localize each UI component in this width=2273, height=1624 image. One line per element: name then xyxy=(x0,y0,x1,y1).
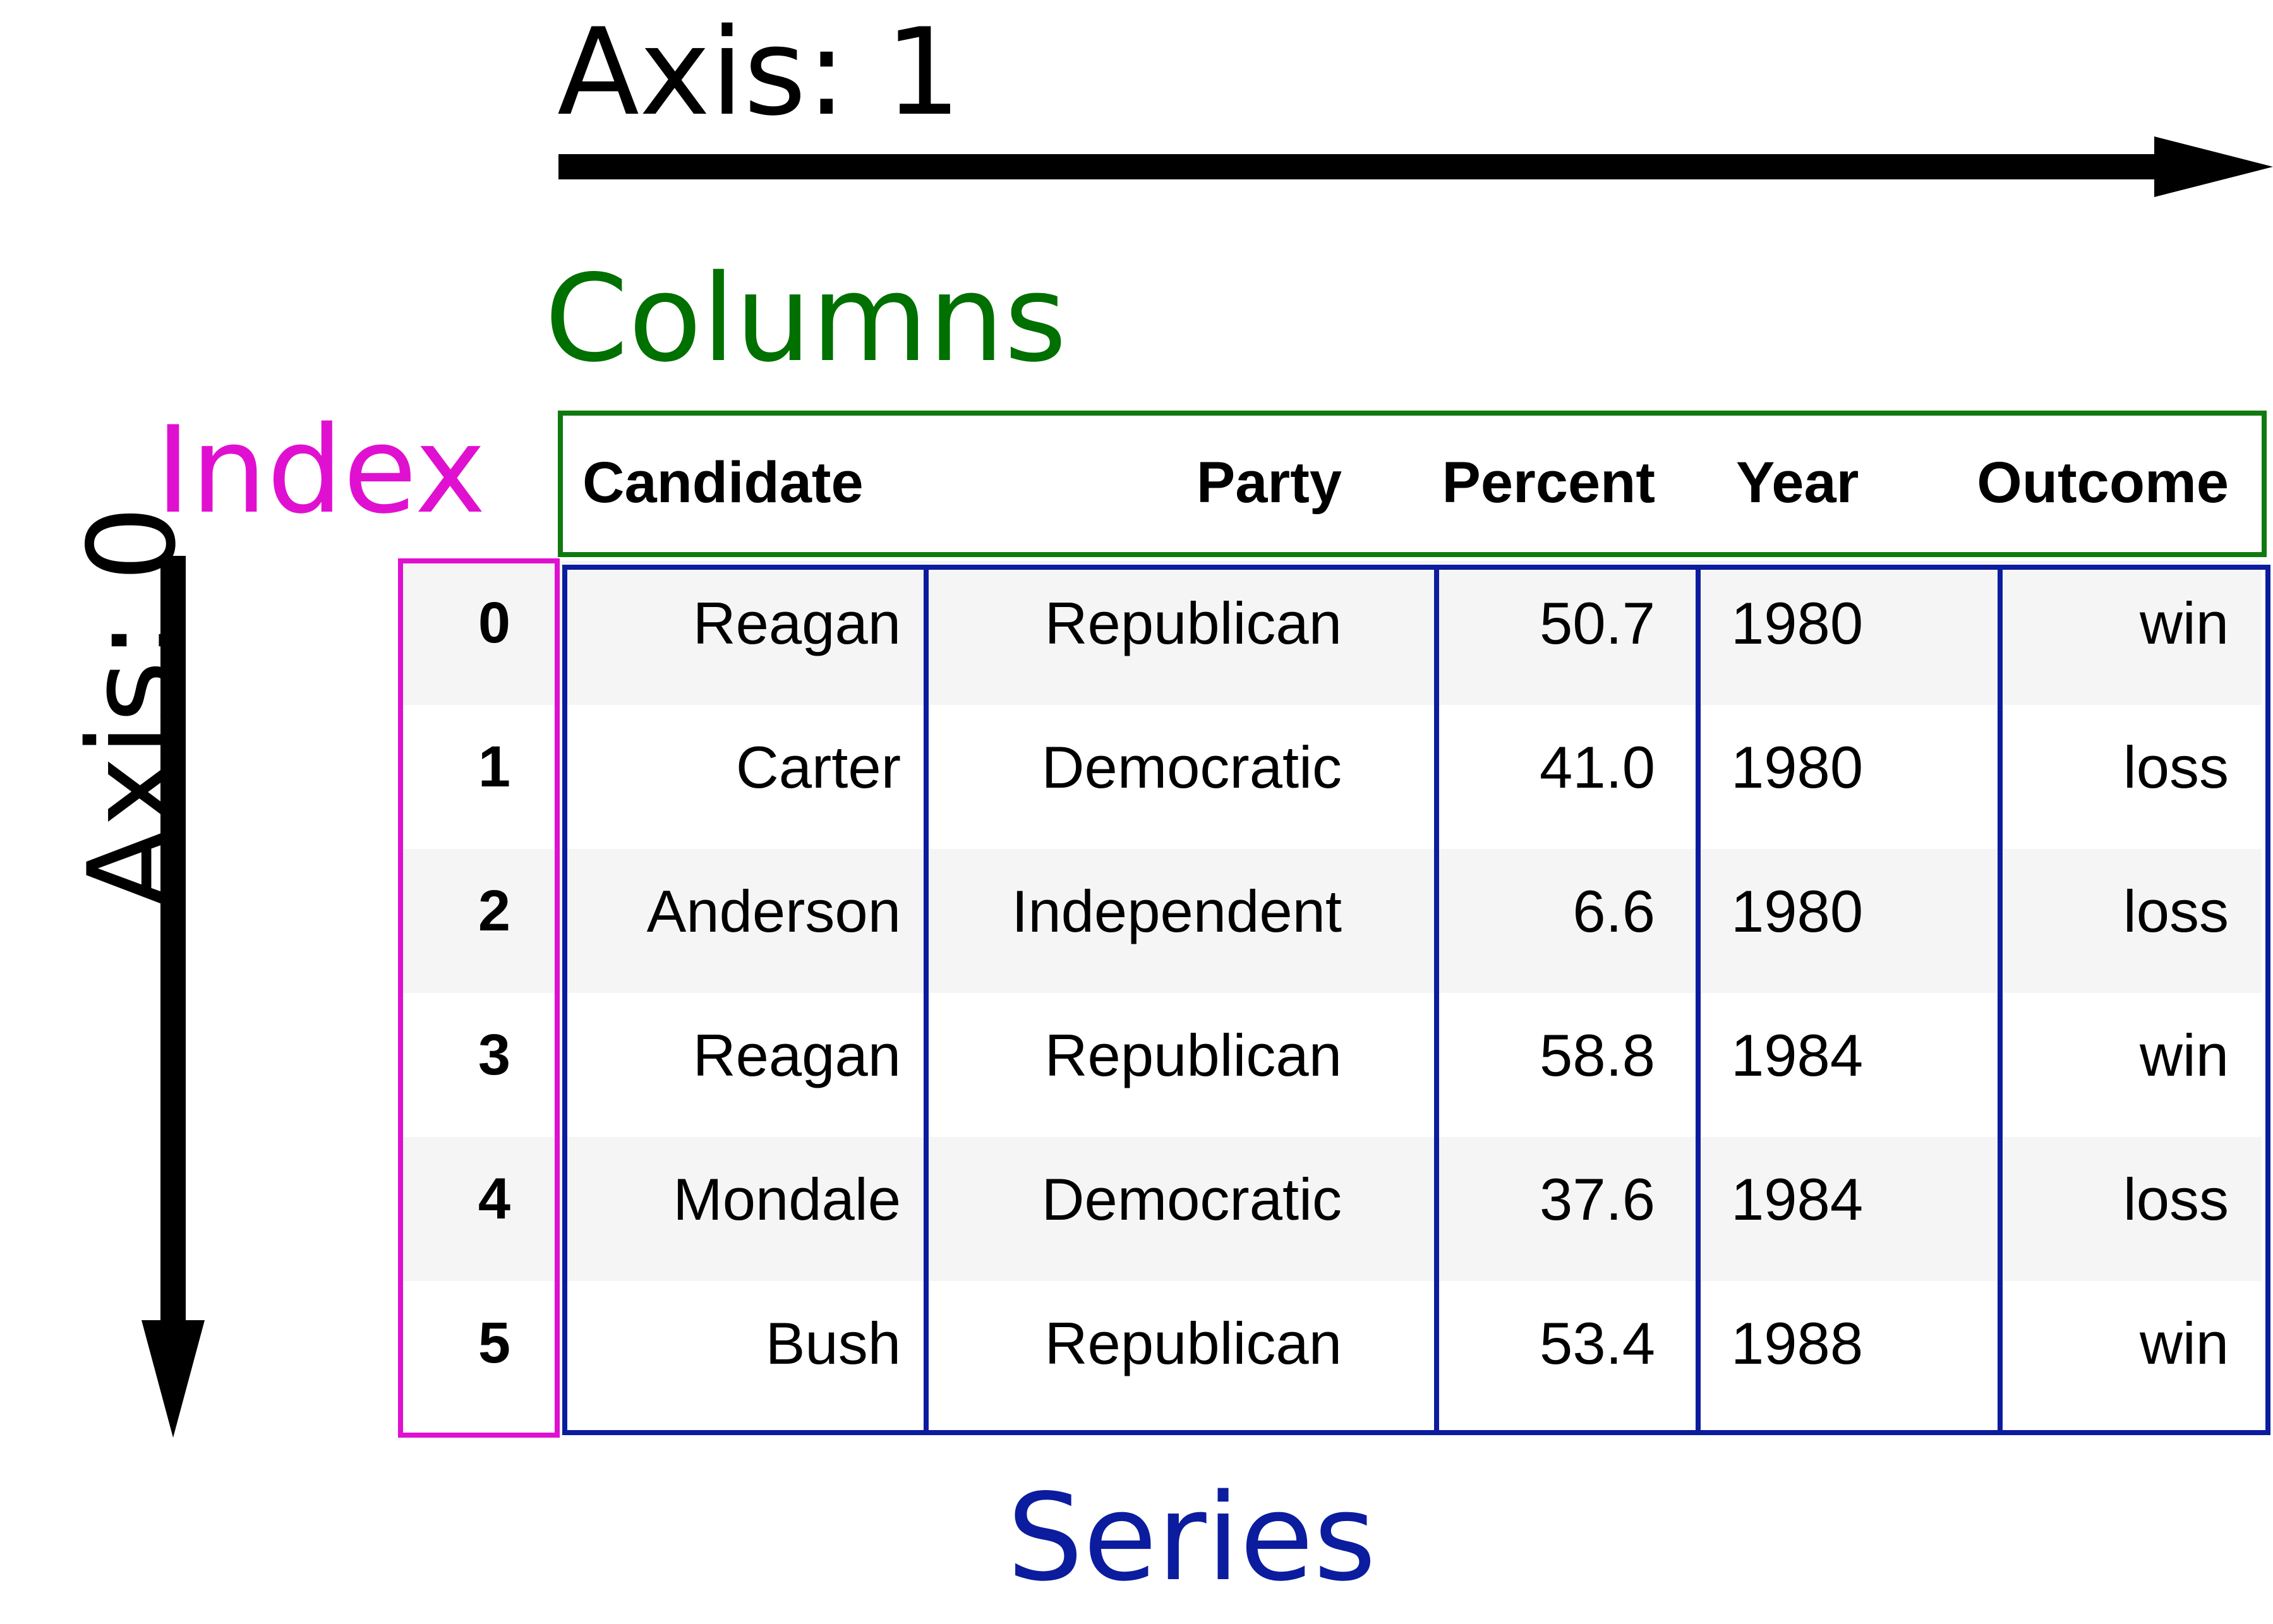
table-cell-year: 1980 xyxy=(1731,590,1864,656)
series-box-party xyxy=(924,565,1439,1435)
axis1-arrow-head xyxy=(2154,136,2273,197)
table-cell-outcome: win xyxy=(2139,1310,2229,1376)
row-stripe xyxy=(402,1137,2262,1281)
table-cell-percent: 41.0 xyxy=(1540,734,1655,800)
column-header-candidate: Candidate xyxy=(582,450,864,515)
table-cell-percent: 53.4 xyxy=(1540,1310,1655,1376)
table-cell-outcome: loss xyxy=(2123,734,2229,800)
row-index: 3 xyxy=(478,1023,510,1087)
index-highlight-box xyxy=(398,558,560,1438)
table-cell-candidate: Carter xyxy=(735,734,901,800)
axis0-label: Axis: 0 xyxy=(63,505,202,910)
table-cell-party: Democratic xyxy=(1041,1166,1342,1232)
series-box-year xyxy=(1696,565,2003,1435)
table-cell-outcome: win xyxy=(2139,590,2229,656)
table-cell-candidate: Mondale xyxy=(673,1166,901,1232)
row-stripe xyxy=(402,849,2262,993)
table-cell-year: 1984 xyxy=(1731,1022,1864,1088)
table-cell-party: Independent xyxy=(1011,878,1342,944)
column-header-percent: Percent xyxy=(1442,450,1656,515)
table-cell-party: Republican xyxy=(1044,1310,1342,1376)
column-header-outcome: Outcome xyxy=(1977,450,2229,515)
index-label: Index xyxy=(155,400,486,540)
table-cell-outcome: loss xyxy=(2123,878,2229,944)
table-cell-percent: 6.6 xyxy=(1572,878,1655,944)
table-cell-percent: 37.6 xyxy=(1540,1166,1655,1232)
axis1-label: Axis: 1 xyxy=(557,3,962,142)
series-box-candidate xyxy=(562,565,929,1435)
row-stripe xyxy=(402,561,2262,705)
table-cell-candidate: Bush xyxy=(765,1310,901,1376)
table-cell-party: Republican xyxy=(1044,590,1342,656)
table-cell-outcome: loss xyxy=(2123,1166,2229,1232)
column-header-year: Year xyxy=(1736,450,1859,515)
row-index: 2 xyxy=(478,879,510,943)
table-cell-year: 1980 xyxy=(1731,878,1864,944)
table-cell-outcome: win xyxy=(2139,1022,2229,1088)
table-cell-year: 1984 xyxy=(1731,1166,1864,1232)
table-cell-candidate: Reagan xyxy=(692,590,901,656)
columns-label: Columns xyxy=(545,249,1067,388)
column-header-party: Party xyxy=(1196,450,1342,515)
series-box-outcome xyxy=(1998,565,2270,1435)
row-index: 4 xyxy=(478,1167,510,1231)
table-cell-percent: 50.7 xyxy=(1540,590,1655,656)
columns-highlight-box xyxy=(558,411,2267,557)
row-index: 5 xyxy=(478,1311,510,1375)
table-cell-candidate: Reagan xyxy=(692,1022,901,1088)
table-cell-candidate: Anderson xyxy=(646,878,901,944)
table-cell-year: 1980 xyxy=(1731,734,1864,800)
row-index: 1 xyxy=(478,735,510,799)
table-cell-party: Republican xyxy=(1044,1022,1342,1088)
series-box-percent xyxy=(1434,565,1701,1435)
table-cell-year: 1988 xyxy=(1731,1310,1864,1376)
row-index: 0 xyxy=(478,591,510,655)
table-cell-percent: 58.8 xyxy=(1540,1022,1655,1088)
table-cell-party: Democratic xyxy=(1041,734,1342,800)
axis0-arrow-head xyxy=(142,1320,205,1438)
series-label: Series xyxy=(1007,1468,1377,1608)
